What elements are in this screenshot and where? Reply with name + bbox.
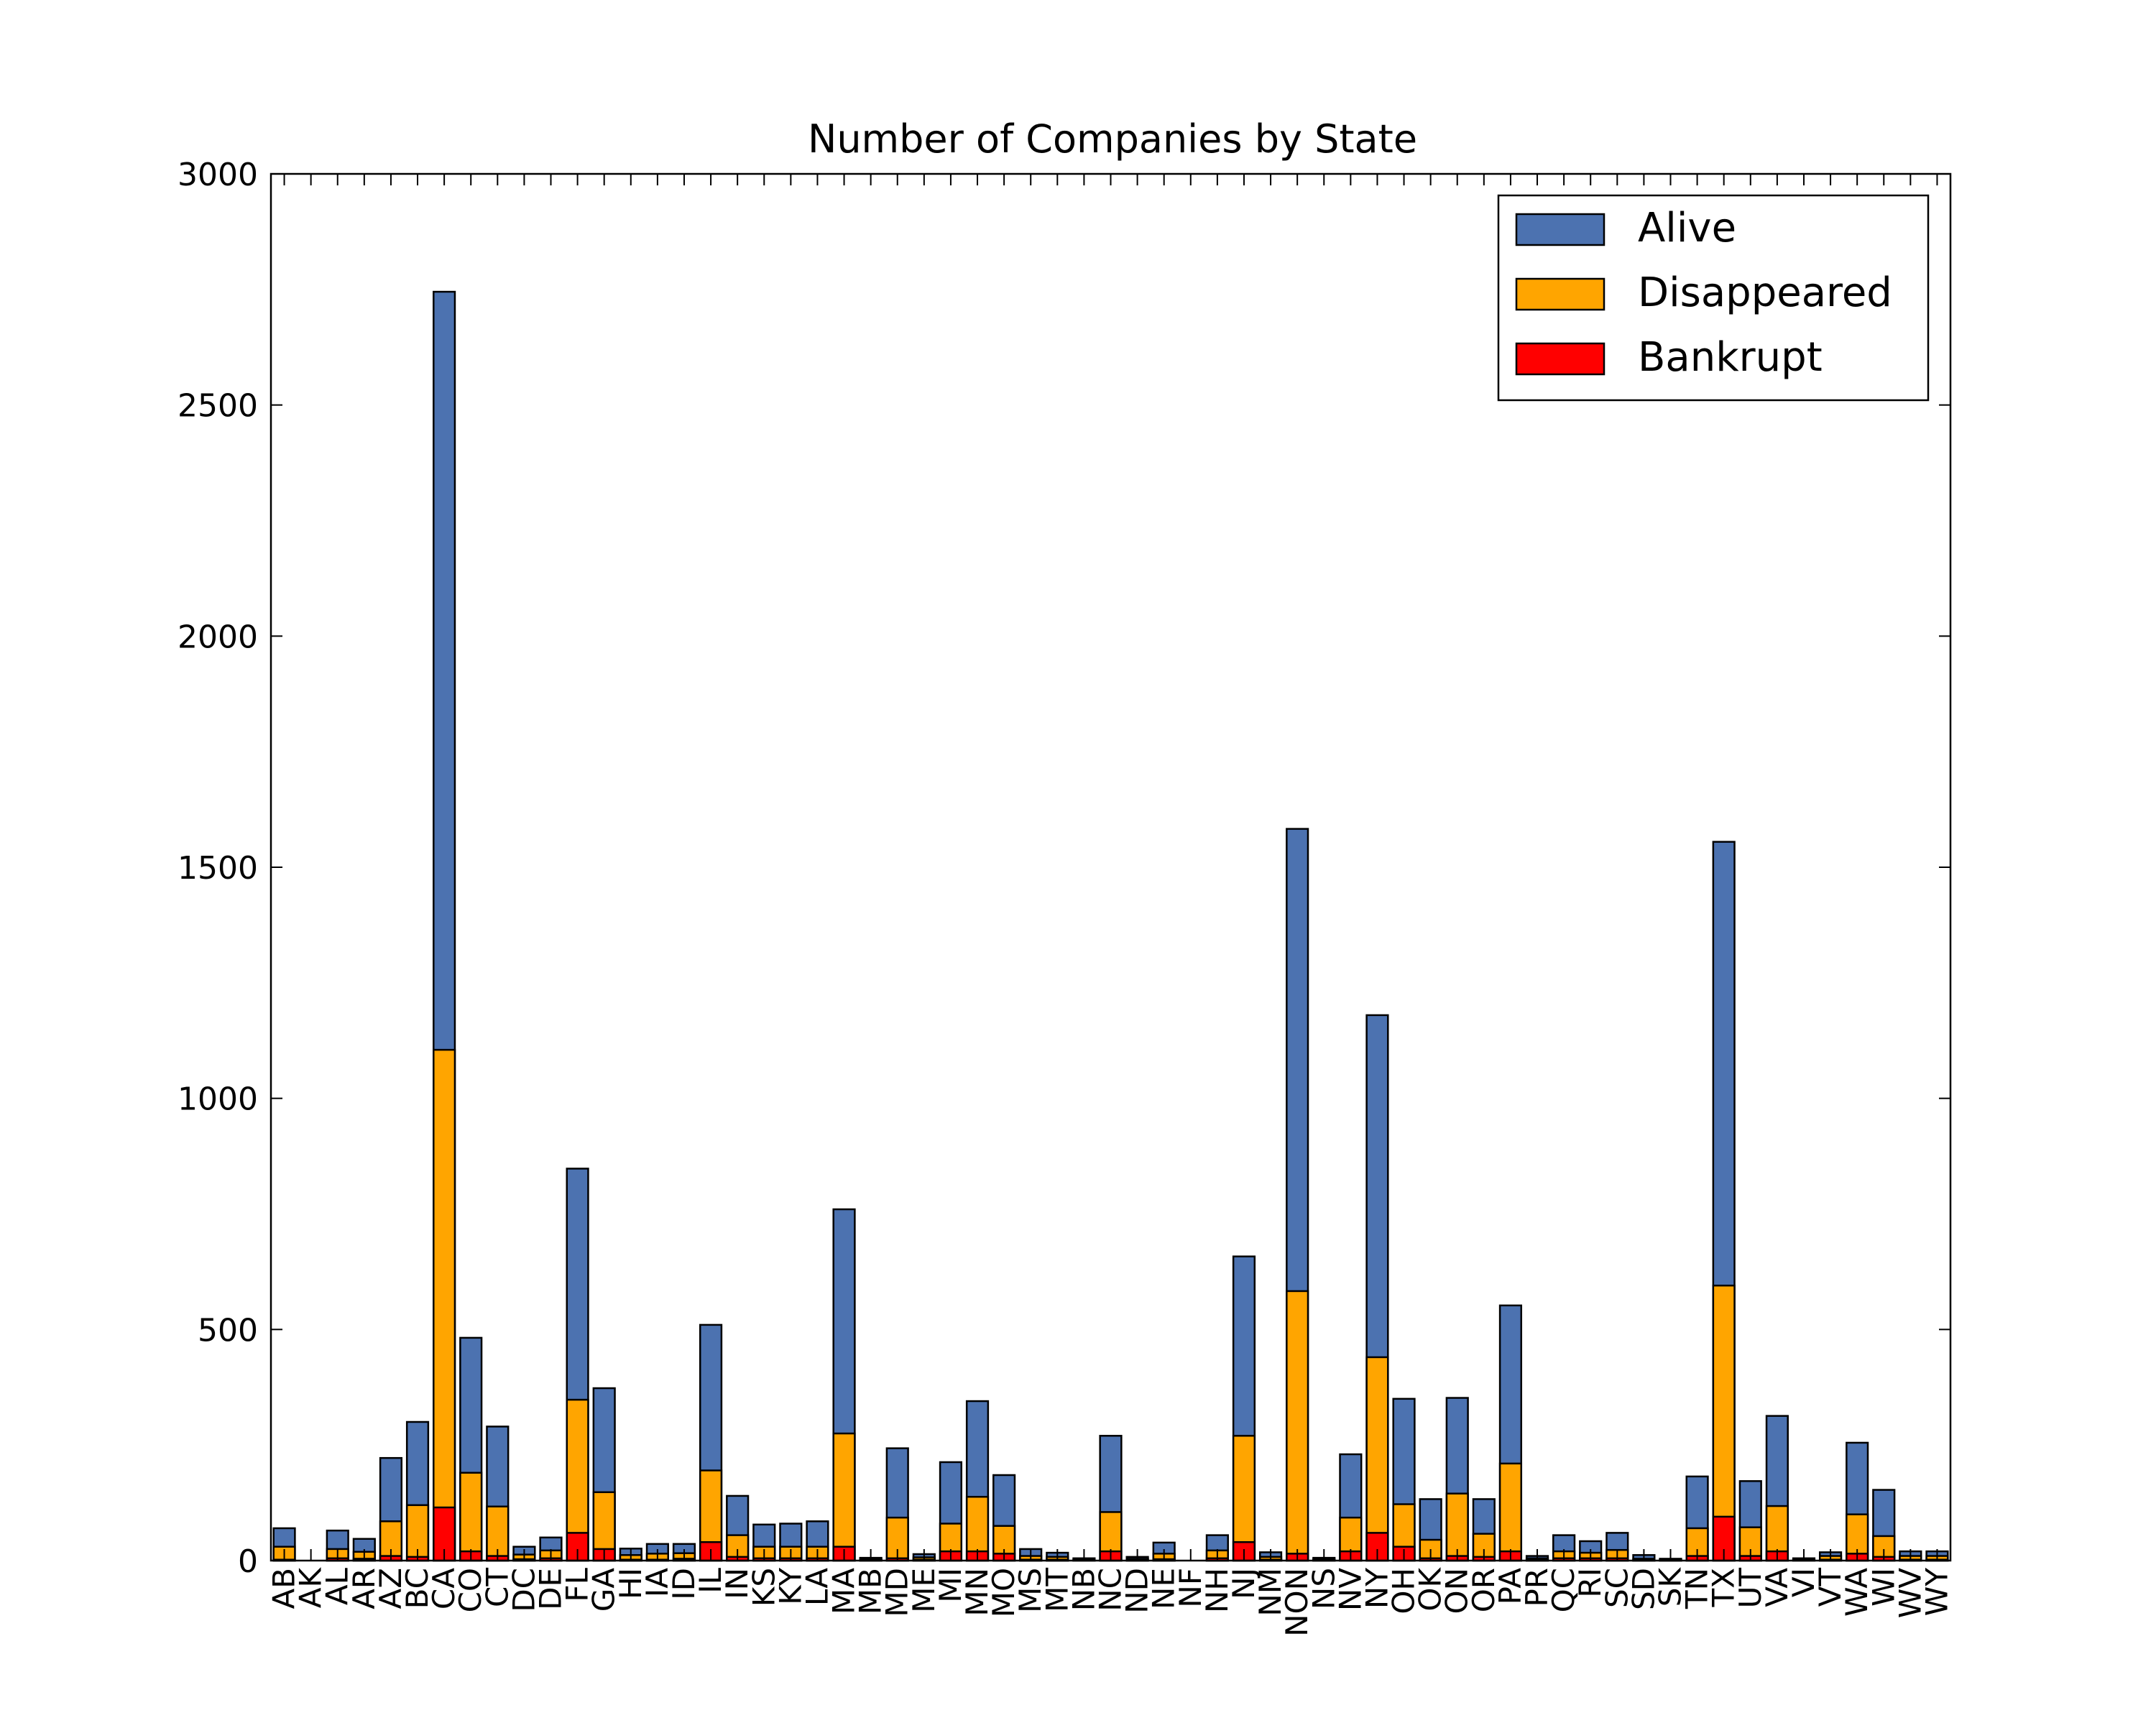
bar-disappeared-co: [459, 1471, 483, 1562]
x-tick-label-nj: NJ: [1226, 1568, 1261, 1599]
x-tick-label-al: AL: [320, 1567, 355, 1605]
x-tick-label-me: ME: [906, 1568, 941, 1613]
y-tick-label: 2000: [178, 619, 258, 655]
x-tick-label-ma: MA: [826, 1568, 862, 1614]
x-tick-label-oh: OH: [1386, 1568, 1422, 1614]
x-tick-label-nf: NF: [1173, 1568, 1208, 1608]
y-tick-label: 0: [238, 1543, 258, 1580]
x-tick-label-id: ID: [666, 1568, 701, 1600]
x-tick-label-pa: PA: [1493, 1568, 1528, 1605]
x-tick-label-mb: MB: [853, 1568, 888, 1614]
legend-label-alive: Alive: [1638, 205, 1736, 251]
x-tick-label-ab: AB: [267, 1568, 302, 1609]
x-tick-label-pr: PR: [1519, 1568, 1554, 1607]
y-tick-label: 3000: [178, 157, 258, 193]
x-tick-label-on: ON: [1439, 1568, 1475, 1614]
x-tick-label-vi: VI: [1786, 1568, 1821, 1597]
x-tick-label-fl: FL: [560, 1567, 595, 1602]
x-tick-label-de: DE: [533, 1568, 568, 1610]
x-tick-label-sc: SC: [1599, 1568, 1634, 1608]
x-tick-label-va: VA: [1759, 1568, 1795, 1607]
x-tick-label-sd: SD: [1626, 1568, 1661, 1610]
x-tick-label-tx: TX: [1706, 1568, 1741, 1607]
x-tick-label-la: LA: [799, 1568, 834, 1606]
bar-disappeared-tx: [1712, 1284, 1736, 1562]
x-tick-label-nv: NV: [1332, 1568, 1368, 1611]
x-tick-label-nm: NM: [1253, 1568, 1288, 1617]
x-tick-label-nh: NH: [1199, 1568, 1235, 1613]
x-tick-label-md: MD: [880, 1568, 915, 1617]
x-tick-label-ms: MS: [1013, 1568, 1048, 1613]
x-tick-label-nd: ND: [1120, 1568, 1155, 1614]
x-tick-label-ak: AK: [293, 1567, 328, 1609]
x-tick-label-wa: WA: [1839, 1568, 1874, 1617]
x-tick-label-ns: NS: [1306, 1568, 1341, 1609]
legend: Alive Disappeared Bankrupt: [1497, 194, 1930, 402]
x-tick-label-az: AZ: [373, 1568, 408, 1609]
x-tick-label-ut: UT: [1733, 1568, 1768, 1609]
bar-disappeared-non: [1286, 1290, 1309, 1562]
y-tick-label: 1000: [178, 1081, 258, 1118]
x-tick-label-ia: IA: [640, 1568, 675, 1597]
legend-swatch-bankrupt: [1515, 342, 1606, 376]
x-tick-label-wv: WV: [1892, 1568, 1927, 1619]
x-tick-label-ct: CT: [479, 1568, 515, 1607]
x-tick-label-nc: NC: [1093, 1568, 1128, 1612]
x-tick-label-qc: QC: [1546, 1568, 1581, 1612]
x-tick-label-ne: NE: [1146, 1568, 1181, 1609]
x-tick-label-mo: MO: [986, 1568, 1021, 1617]
y-tick-label: 1500: [178, 850, 258, 887]
x-tick-label-wi: WI: [1866, 1568, 1901, 1607]
x-tick-label-non: NON: [1279, 1568, 1314, 1637]
x-tick-label-sk: SK: [1653, 1567, 1688, 1607]
x-tick-label-ga: GA: [586, 1568, 622, 1612]
x-tick-label-ok: OK: [1413, 1567, 1448, 1612]
x-tick-label-ri: RI: [1572, 1568, 1608, 1598]
x-tick-label-dc: DC: [506, 1568, 541, 1612]
x-tick-label-ar: AR: [346, 1568, 382, 1609]
x-tick-label-nb: NB: [1066, 1568, 1101, 1611]
plot-frame: [270, 172, 1952, 1562]
bar-disappeared-ma: [832, 1432, 856, 1562]
legend-swatch-alive: [1515, 213, 1606, 246]
x-tick-label-ca: CA: [426, 1568, 461, 1609]
x-tick-label-mt: MT: [1039, 1568, 1074, 1612]
x-tick-label-co: CO: [453, 1568, 488, 1612]
y-tick-label: 2500: [178, 388, 258, 425]
x-tick-label-ks: KS: [746, 1568, 781, 1607]
bar-disappeared-pa: [1498, 1462, 1523, 1562]
x-tick-label-tn: TN: [1680, 1568, 1715, 1609]
legend-label-bankrupt: Bankrupt: [1638, 334, 1823, 381]
bar-disappeared-nj: [1232, 1435, 1256, 1562]
x-tick-label-vt: VT: [1812, 1568, 1848, 1607]
x-tick-label-in: IN: [719, 1568, 755, 1599]
x-tick-label-bc: BC: [400, 1568, 435, 1609]
y-tick-label: 500: [198, 1312, 258, 1349]
x-tick-label-wy: WY: [1919, 1568, 1954, 1617]
bar-disappeared-ny: [1365, 1356, 1389, 1562]
axes-layer: 0 500 1000 1500 2000 2500 3000 ABAKALARAZBCCACO…: [178, 157, 1954, 1637]
x-tick-label-mi: MI: [933, 1568, 968, 1603]
bar-disappeared-ca: [433, 1048, 456, 1562]
x-tick-label-il: IL: [693, 1567, 728, 1593]
legend-label-disappeared: Disappeared: [1638, 269, 1892, 316]
x-tick-label-or: OR: [1466, 1568, 1501, 1612]
x-tick-label-ky: KY: [773, 1568, 808, 1605]
legend-swatch-disappeared: [1515, 277, 1606, 311]
chart-title: Number of Companies by State: [808, 116, 1417, 162]
x-tick-label-hi: HI: [613, 1568, 648, 1599]
x-tick-label-mn: MN: [959, 1568, 995, 1617]
x-tick-label-ny: NY: [1359, 1568, 1394, 1609]
